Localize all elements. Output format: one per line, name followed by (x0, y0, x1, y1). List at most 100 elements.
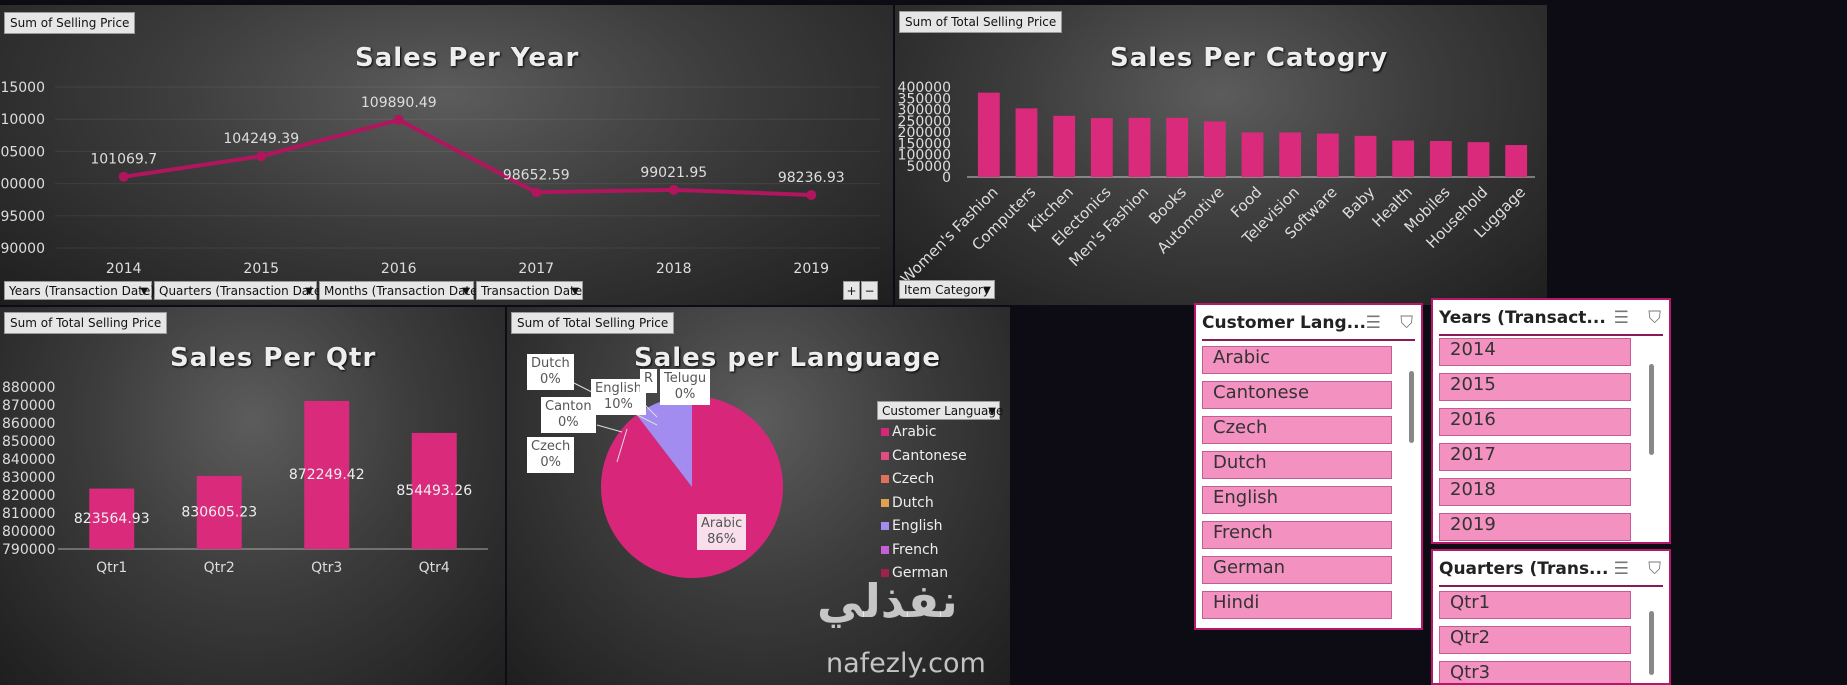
callout-arabic: Arabic 86% (697, 514, 747, 550)
clear-filter-icon[interactable]: ⛉ (1400, 313, 1413, 333)
slicer-divider (1439, 334, 1663, 336)
slicer-item[interactable]: French (1202, 521, 1392, 549)
slicer-scrollbar[interactable] (1409, 371, 1414, 443)
field-months-button[interactable]: Months (Transaction Date) ▼ (319, 281, 482, 300)
multi-select-icon[interactable]: ☰ (1613, 559, 1629, 579)
slicer-title: Quarters (Trans... (1439, 559, 1609, 579)
y-tick-label: 820000 (2, 488, 55, 504)
slicer-item[interactable]: English (1202, 486, 1392, 514)
x-tick-label: 2017 (518, 261, 554, 277)
clear-filter-icon[interactable]: ⛉ (1648, 559, 1661, 579)
slicer-item[interactable]: 2014 (1439, 338, 1631, 366)
callout-english: English 10% (591, 379, 646, 415)
series-line (123, 117, 812, 197)
slicer-item[interactable]: Cantonese (1202, 381, 1392, 409)
sum-selling-price-button[interactable]: Sum of Selling Price (4, 12, 136, 34)
y-tick-label: 800000 (2, 524, 55, 540)
slicer-item[interactable]: 2018 (1439, 478, 1631, 506)
y-tick-label: 250000 (898, 114, 951, 130)
years-slicer[interactable]: Years (Transact... ☰ ⛉ 2014 2015 2016 2017 2… (1431, 298, 1671, 544)
sum-total-selling-price-button[interactable]: Sum of Total Selling Price (4, 312, 168, 334)
legend-item[interactable]: Cantonese (881, 448, 967, 464)
legend-item[interactable]: Arabic (881, 424, 936, 440)
data-label: 99021.95 (640, 165, 707, 181)
sum-total-selling-price-button[interactable]: Sum of Total Selling Price (899, 11, 1063, 33)
sales-per-language-title: Sales per Language (634, 343, 941, 373)
slicer-scrollbar[interactable] (1649, 364, 1654, 455)
legend-swatch (881, 451, 889, 460)
expand-field-button[interactable]: + (843, 281, 860, 300)
slicer-divider (1439, 585, 1663, 587)
dropdown-arrow-icon: ▼ (988, 406, 996, 417)
multi-select-icon[interactable]: ☰ (1365, 313, 1381, 333)
slicer-item[interactable]: Qtr1 (1439, 591, 1631, 619)
data-label: 109890.49 (361, 95, 437, 111)
x-tick-label: 2018 (656, 261, 692, 277)
customer-language-slicer[interactable]: Customer Lang... ☰ ⛉ Arabic Cantonese Czec… (1194, 303, 1423, 630)
legend-item[interactable]: French (881, 542, 939, 558)
field-item-category-button[interactable]: Item Category ▼ (899, 280, 995, 299)
data-point (118, 171, 129, 182)
slicer-item[interactable]: Dutch (1202, 451, 1392, 479)
x-tick-label: Qtr3 (311, 560, 342, 576)
y-tick-label: 880000 (2, 380, 55, 396)
callout-dutch: Dutch 0% (527, 354, 574, 390)
data-label: 98652.59 (503, 167, 570, 183)
slicer-item[interactable]: Qtr3 (1439, 661, 1631, 683)
slicer-item[interactable]: German (1202, 556, 1392, 584)
sales-per-language-chart (571, 381, 783, 578)
data-label: 98236.93 (778, 170, 845, 186)
qtr-bar (89, 488, 135, 549)
y-tick-label: 790000 (2, 542, 55, 558)
y-tick-label: 100000 (898, 148, 951, 164)
quarters-slicer[interactable]: Quarters (Trans... ☰ ⛉ Qtr1 Qtr2 Qtr3 (1431, 549, 1671, 685)
slicer-item[interactable]: 2016 (1439, 408, 1631, 436)
slicer-item[interactable]: Czech (1202, 416, 1392, 444)
clear-filter-icon[interactable]: ⛉ (1648, 308, 1661, 328)
slicer-item[interactable]: 2017 (1439, 443, 1631, 471)
legend-swatch (881, 428, 889, 436)
slicer-scrollbar[interactable] (1649, 611, 1654, 675)
dropdown-arrow-icon: ▼ (571, 286, 579, 297)
qtr-bar (304, 400, 350, 549)
sales-per-category-chart: 4000003500003000002500002000001500001000… (897, 80, 1535, 288)
y-tick-label: 300000 (898, 103, 951, 119)
y-tick-label: 860000 (2, 416, 55, 432)
slicer-item[interactable]: 2015 (1439, 373, 1631, 401)
slicer-item[interactable]: 2019 (1439, 513, 1631, 541)
field-transaction-date-label: Transaction Date (481, 284, 583, 298)
data-label: 101069.7 (90, 152, 157, 168)
callout-czech: Czech 0% (527, 437, 575, 473)
sales-per-qtr-title: Sales Per Qtr (170, 343, 377, 373)
slicer-header-icons: ☰ ⛉ (1366, 313, 1413, 333)
category-bar (1279, 132, 1302, 177)
legend-item[interactable]: English (881, 518, 943, 534)
legend-item[interactable]: Czech (881, 471, 934, 487)
y-tick-label: 810000 (2, 506, 55, 522)
legend-label: English (892, 518, 943, 534)
slicer-item[interactable]: Arabic (1202, 346, 1392, 374)
collapse-field-button[interactable]: − (861, 281, 878, 300)
sum-total-selling-price-button[interactable]: Sum of Total Selling Price (511, 312, 675, 334)
category-bar (1166, 117, 1189, 177)
slicer-item[interactable]: Qtr2 (1439, 626, 1631, 654)
y-tick-label: 150000 (898, 136, 951, 152)
y-tick-label: 105000 (0, 144, 45, 160)
data-point (668, 184, 679, 195)
category-bar (1354, 135, 1377, 177)
multi-select-icon[interactable]: ☰ (1613, 308, 1629, 328)
slicer-item[interactable]: Hindi (1202, 591, 1392, 619)
data-point (806, 189, 817, 200)
customer-language-legend-button[interactable]: Customer Language ▼ (877, 401, 1003, 420)
field-years-button[interactable]: Years (Transaction Date) ▼ (4, 281, 155, 300)
sales-per-year-chart: 115000 110000 105000 100000 95000 90000 101069… (0, 80, 880, 277)
field-quarters-button[interactable]: Quarters (Transaction Date) ▼ (154, 281, 326, 300)
legend-swatch (881, 498, 889, 507)
dropdown-arrow-icon: ▼ (983, 285, 991, 296)
callout-telugu: Telugu 0% (660, 369, 711, 405)
category-bar (1015, 108, 1038, 177)
field-transaction-date-button[interactable]: Transaction Date ▼ (476, 281, 583, 300)
legend-item[interactable]: Dutch (881, 495, 934, 511)
slicer-header-icons: ☰ ⛉ (1614, 559, 1661, 579)
legend-item[interactable]: German (881, 565, 948, 581)
